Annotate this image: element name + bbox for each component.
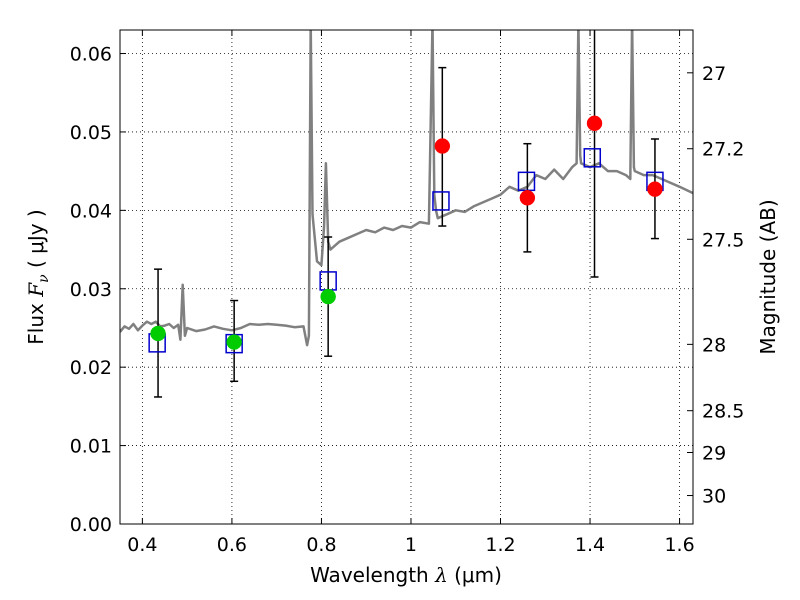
x-tick-label: 1.2 [485, 534, 515, 556]
observed-point [226, 334, 242, 350]
x-tick-label: 1.6 [664, 534, 694, 556]
y-tick-label: 0.01 [70, 436, 112, 458]
y-tick-label: 0.05 [70, 122, 112, 144]
observed-point [434, 138, 451, 154]
spectrum-line [120, 30, 693, 347]
y-tick-label: 0.02 [70, 357, 112, 379]
y-tick-label: 0.04 [70, 200, 112, 222]
ticks: 0.4 0.6 0.8 1 1.2 1.4 1.6 0.00 0.01 0.02 0.03 0.04 0… [70, 30, 744, 556]
x-tick-label: 0.8 [306, 534, 336, 556]
observed-point [647, 181, 663, 197]
y-tick-label: 0.03 [70, 279, 112, 301]
data-layer [120, 30, 693, 347]
right-tick-label: 30 [702, 486, 726, 508]
y-tick-label: 0.06 [70, 44, 112, 66]
y-tick-label: 0.00 [70, 514, 112, 536]
x-tick-label: 1.4 [575, 534, 605, 556]
model-square-marker [432, 191, 450, 211]
x-tick-label: 0.6 [217, 534, 247, 556]
right-tick-label: 29 [702, 442, 726, 464]
right-tick-label: 28.5 [702, 401, 744, 423]
y-axis-label: Flux Fν ( μJy ) [24, 209, 52, 344]
model-square-marker [583, 148, 602, 168]
right-tick-label: 27 [702, 63, 726, 85]
x-tick-label: 0.4 [127, 534, 157, 556]
right-tick-label: 28 [702, 334, 726, 356]
observed-point [586, 115, 603, 132]
errorbar-caps-layer [148, 30, 664, 398]
x-axis-label: Wavelength λ (μm) [310, 563, 502, 587]
grid [120, 30, 693, 525]
observed-point [150, 325, 166, 342]
x-tick-label: 1 [405, 534, 417, 556]
plot-frame [119, 29, 694, 525]
right-tick-label: 27.5 [702, 229, 744, 251]
right-tick-label: 27.2 [702, 139, 744, 161]
observed-point [519, 190, 536, 206]
observed-point [320, 288, 336, 305]
right-axis-label: Magnitude (AB) [756, 199, 780, 354]
